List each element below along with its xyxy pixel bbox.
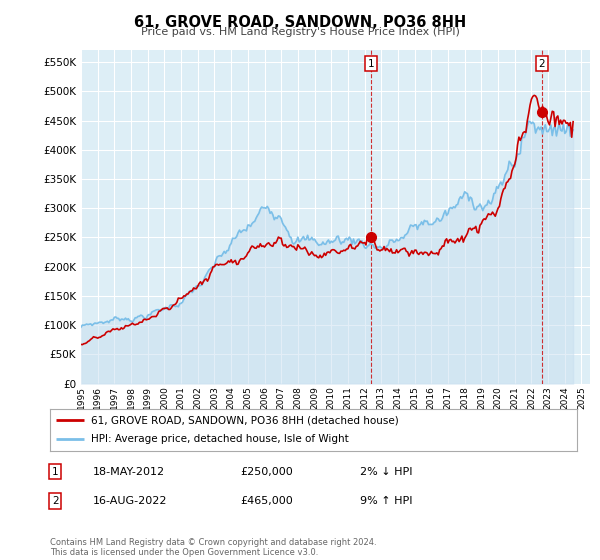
Text: Contains HM Land Registry data © Crown copyright and database right 2024.
This d: Contains HM Land Registry data © Crown c… bbox=[50, 538, 376, 557]
Text: 61, GROVE ROAD, SANDOWN, PO36 8HH (detached house): 61, GROVE ROAD, SANDOWN, PO36 8HH (detac… bbox=[91, 415, 398, 425]
Text: 61, GROVE ROAD, SANDOWN, PO36 8HH: 61, GROVE ROAD, SANDOWN, PO36 8HH bbox=[134, 15, 466, 30]
Text: 9% ↑ HPI: 9% ↑ HPI bbox=[360, 496, 413, 506]
Text: 1: 1 bbox=[52, 466, 59, 477]
Text: HPI: Average price, detached house, Isle of Wight: HPI: Average price, detached house, Isle… bbox=[91, 435, 349, 445]
Text: 2: 2 bbox=[52, 496, 59, 506]
Text: 2% ↓ HPI: 2% ↓ HPI bbox=[360, 466, 413, 477]
Text: 16-AUG-2022: 16-AUG-2022 bbox=[93, 496, 167, 506]
Text: £250,000: £250,000 bbox=[240, 466, 293, 477]
Text: Price paid vs. HM Land Registry's House Price Index (HPI): Price paid vs. HM Land Registry's House … bbox=[140, 27, 460, 37]
Text: 1: 1 bbox=[367, 59, 374, 69]
Text: £465,000: £465,000 bbox=[240, 496, 293, 506]
Text: 2: 2 bbox=[538, 59, 545, 69]
Text: 18-MAY-2012: 18-MAY-2012 bbox=[93, 466, 165, 477]
